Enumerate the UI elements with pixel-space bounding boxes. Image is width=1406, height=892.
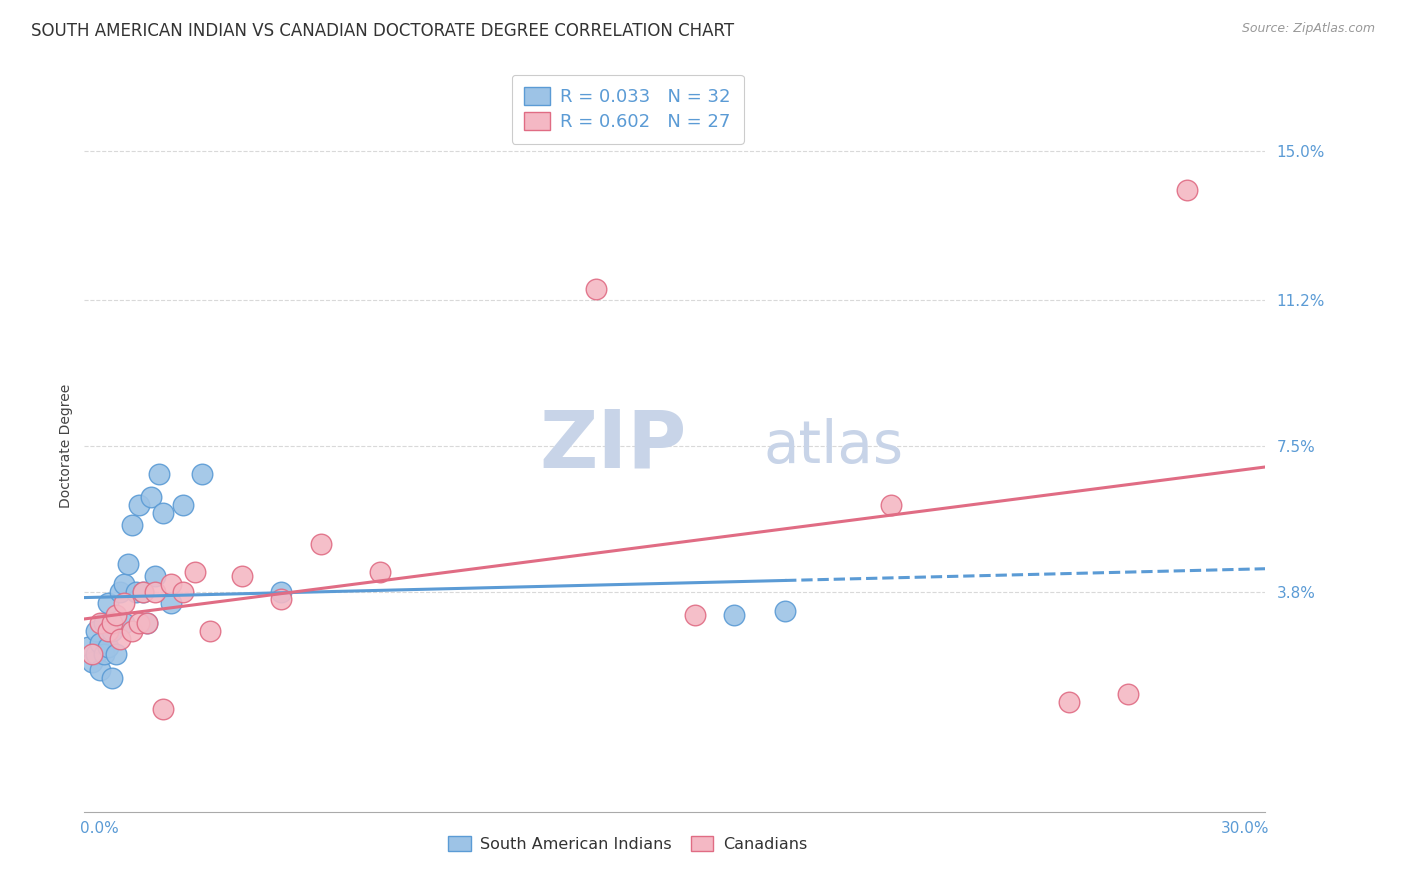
Point: [82, 655, 104, 669]
Text: ZIP: ZIP: [538, 407, 686, 485]
Point: [183, 565, 205, 579]
Point: [117, 557, 139, 571]
Point: [723, 608, 745, 623]
Point: [84, 624, 107, 638]
Point: [82, 648, 104, 662]
Point: [270, 592, 292, 607]
Point: [585, 282, 607, 296]
Point: [160, 596, 183, 610]
Legend: South American Indians, Canadians: South American Indians, Canadians: [441, 830, 814, 859]
Point: [121, 624, 143, 638]
Point: [136, 615, 159, 630]
Point: [77, 640, 100, 654]
Point: [124, 584, 146, 599]
Point: [104, 648, 127, 662]
Point: [136, 615, 159, 630]
Point: [1116, 687, 1139, 701]
Point: [97, 640, 120, 654]
Point: [93, 648, 115, 662]
Point: [143, 568, 166, 582]
Point: [128, 498, 150, 512]
Point: [1057, 695, 1080, 709]
Point: [880, 498, 903, 512]
Point: [309, 537, 332, 551]
Point: [112, 576, 135, 591]
Text: atlas: atlas: [763, 417, 904, 475]
Point: [270, 584, 292, 599]
Point: [112, 596, 135, 610]
Point: [160, 576, 183, 591]
Point: [108, 584, 131, 599]
Point: [89, 615, 111, 630]
Point: [108, 632, 131, 646]
Point: [148, 467, 170, 481]
Point: [104, 608, 127, 623]
Point: [152, 702, 174, 716]
Point: [172, 584, 194, 599]
Point: [132, 584, 155, 599]
Point: [200, 624, 222, 638]
Point: [773, 604, 796, 618]
Point: [97, 596, 120, 610]
Text: SOUTH AMERICAN INDIAN VS CANADIAN DOCTORATE DEGREE CORRELATION CHART: SOUTH AMERICAN INDIAN VS CANADIAN DOCTOR…: [31, 22, 734, 40]
Point: [101, 671, 124, 685]
Point: [101, 615, 124, 630]
Point: [97, 624, 120, 638]
Y-axis label: Doctorate Degree: Doctorate Degree: [59, 384, 73, 508]
Point: [143, 584, 166, 599]
Point: [89, 635, 111, 649]
Point: [121, 517, 143, 532]
Point: [141, 490, 163, 504]
Point: [368, 565, 391, 579]
Text: Source: ZipAtlas.com: Source: ZipAtlas.com: [1241, 22, 1375, 36]
Point: [84, 648, 107, 662]
Point: [231, 568, 253, 582]
Text: 30.0%: 30.0%: [1220, 822, 1270, 836]
Point: [89, 663, 111, 677]
Point: [93, 615, 115, 630]
Point: [191, 467, 214, 481]
Point: [683, 608, 706, 623]
Point: [1175, 183, 1198, 197]
Point: [112, 615, 135, 630]
Point: [132, 584, 155, 599]
Text: 0.0%: 0.0%: [80, 822, 120, 836]
Point: [128, 615, 150, 630]
Point: [172, 498, 194, 512]
Point: [101, 624, 124, 638]
Point: [152, 506, 174, 520]
